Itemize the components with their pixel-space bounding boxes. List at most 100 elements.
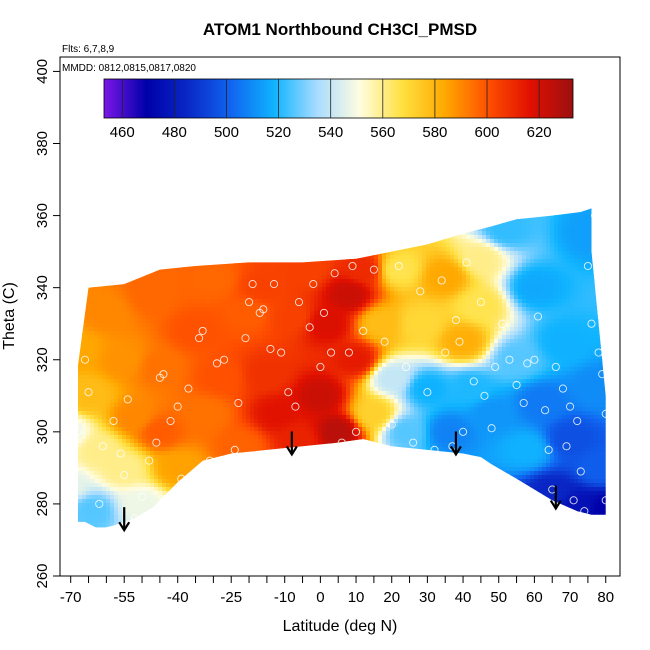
heatmap-cell bbox=[90, 455, 95, 460]
heatmap-cell bbox=[322, 495, 327, 500]
heatmap-cell bbox=[118, 507, 123, 512]
heatmap-cell bbox=[230, 391, 235, 396]
heatmap-cell bbox=[130, 307, 135, 312]
heatmap-cell bbox=[78, 243, 83, 248]
heatmap-cell bbox=[142, 255, 147, 260]
heatmap-cell bbox=[154, 435, 159, 440]
heatmap-cell bbox=[266, 431, 271, 436]
heatmap-cell bbox=[226, 299, 231, 304]
heatmap-cell bbox=[174, 439, 179, 444]
heatmap-cell bbox=[298, 407, 303, 412]
heatmap-cell bbox=[150, 523, 155, 528]
heatmap-cell bbox=[162, 475, 167, 480]
heatmap-cell bbox=[142, 283, 147, 288]
heatmap-cell bbox=[310, 239, 315, 244]
heatmap-cell bbox=[262, 303, 267, 308]
heatmap-cell bbox=[98, 283, 103, 288]
heatmap-cell bbox=[302, 319, 307, 324]
heatmap-cell bbox=[78, 495, 83, 500]
heatmap-cell bbox=[282, 379, 287, 384]
heatmap-cell bbox=[130, 351, 135, 356]
heatmap-cell bbox=[278, 287, 283, 292]
heatmap-cell bbox=[90, 283, 95, 288]
heatmap-cell bbox=[130, 311, 135, 316]
heatmap-cell bbox=[306, 339, 311, 344]
heatmap-cell bbox=[162, 247, 167, 252]
heatmap-cell bbox=[254, 491, 259, 496]
heatmap-cell bbox=[294, 211, 299, 216]
heatmap-cell bbox=[118, 347, 123, 352]
heatmap-cell bbox=[286, 463, 291, 468]
heatmap-cell bbox=[226, 283, 231, 288]
heatmap-cell bbox=[246, 311, 251, 316]
heatmap-cell bbox=[230, 515, 235, 520]
heatmap-cell bbox=[138, 451, 143, 456]
heatmap-cell bbox=[290, 335, 295, 340]
heatmap-cell bbox=[218, 239, 223, 244]
heatmap-cell bbox=[218, 431, 223, 436]
heatmap-cell bbox=[86, 211, 91, 216]
heatmap-cell bbox=[142, 419, 147, 424]
heatmap-cell bbox=[102, 491, 107, 496]
heatmap-cell bbox=[310, 279, 315, 284]
heatmap-cell bbox=[290, 315, 295, 320]
heatmap-cell bbox=[198, 327, 203, 332]
heatmap-cell bbox=[170, 235, 175, 240]
heatmap-cell bbox=[274, 295, 279, 300]
heatmap-cell bbox=[150, 511, 155, 516]
heatmap-cell bbox=[306, 335, 311, 340]
heatmap-cell bbox=[278, 351, 283, 356]
heatmap-cell bbox=[258, 315, 263, 320]
heatmap-cell bbox=[198, 211, 203, 216]
heatmap-cell bbox=[250, 395, 255, 400]
heatmap-cell bbox=[318, 399, 323, 404]
heatmap-cell bbox=[186, 475, 191, 480]
heatmap-cell bbox=[154, 219, 159, 224]
heatmap-cell bbox=[210, 443, 215, 448]
heatmap-cell bbox=[194, 263, 199, 268]
heatmap-cell bbox=[198, 447, 203, 452]
heatmap-cell bbox=[134, 411, 139, 416]
heatmap-cell bbox=[86, 223, 91, 228]
heatmap-cell bbox=[310, 423, 315, 428]
heatmap-cell bbox=[298, 239, 303, 244]
heatmap-cell bbox=[202, 255, 207, 260]
heatmap-cell bbox=[166, 495, 171, 500]
heatmap-cell bbox=[214, 403, 219, 408]
heatmap-cell bbox=[86, 519, 91, 524]
heatmap-cell bbox=[234, 447, 239, 452]
heatmap-cell bbox=[142, 243, 147, 248]
heatmap-cell bbox=[274, 427, 279, 432]
heatmap-cell bbox=[242, 323, 247, 328]
heatmap-cell bbox=[98, 483, 103, 488]
heatmap-cell bbox=[106, 367, 111, 372]
heatmap-cell bbox=[122, 275, 127, 280]
heatmap-cell bbox=[314, 287, 319, 292]
heatmap-cell bbox=[198, 511, 203, 516]
heatmap-cell bbox=[266, 279, 271, 284]
heatmap-cell bbox=[246, 383, 251, 388]
heatmap-cell bbox=[94, 371, 99, 376]
heatmap-cell bbox=[178, 359, 183, 364]
heatmap-cell bbox=[314, 239, 319, 244]
heatmap-cell bbox=[278, 407, 283, 412]
heatmap-cell bbox=[222, 483, 227, 488]
heatmap-cell bbox=[82, 355, 87, 360]
heatmap-cell bbox=[310, 295, 315, 300]
heatmap-cell bbox=[246, 219, 251, 224]
heatmap-cell bbox=[122, 363, 127, 368]
heatmap-cell bbox=[138, 523, 143, 528]
heatmap-cell bbox=[166, 375, 171, 380]
heatmap-cell bbox=[278, 463, 283, 468]
heatmap-cell bbox=[142, 323, 147, 328]
heatmap-cell bbox=[282, 459, 287, 464]
heatmap-cell bbox=[310, 459, 315, 464]
heatmap-cell bbox=[98, 399, 103, 404]
heatmap-cell bbox=[218, 495, 223, 500]
heatmap-cell bbox=[278, 447, 283, 452]
heatmap-cell bbox=[262, 399, 267, 404]
heatmap-cell bbox=[210, 519, 215, 524]
heatmap-cell bbox=[314, 471, 319, 476]
heatmap-cell bbox=[186, 367, 191, 372]
heatmap-cell bbox=[230, 319, 235, 324]
